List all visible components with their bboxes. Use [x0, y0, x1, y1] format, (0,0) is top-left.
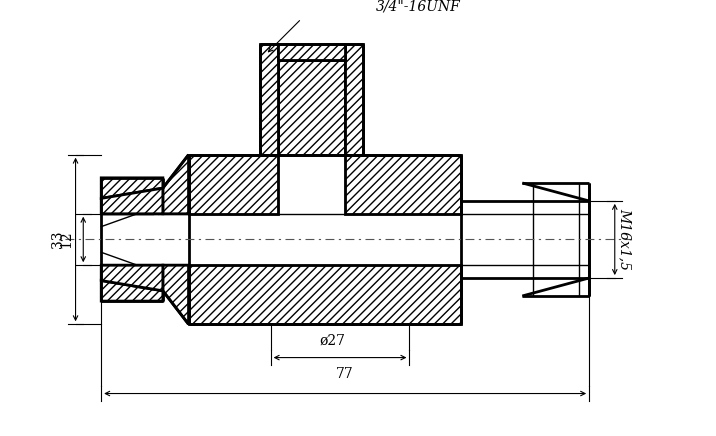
Text: 12: 12: [59, 231, 73, 248]
Text: ø27: ø27: [319, 333, 345, 347]
Polygon shape: [101, 265, 163, 291]
Polygon shape: [188, 60, 460, 214]
Polygon shape: [101, 178, 163, 198]
Text: 77: 77: [337, 367, 354, 381]
Polygon shape: [101, 280, 163, 301]
Polygon shape: [163, 265, 188, 324]
Text: 33: 33: [52, 231, 65, 248]
Text: M16x1,5: M16x1,5: [618, 208, 632, 270]
Polygon shape: [188, 265, 460, 324]
Polygon shape: [345, 44, 363, 155]
Polygon shape: [279, 44, 345, 60]
Polygon shape: [163, 155, 188, 214]
Polygon shape: [261, 44, 279, 155]
Text: 3/4"-16UNF: 3/4"-16UNF: [376, 0, 460, 14]
Polygon shape: [101, 188, 163, 214]
